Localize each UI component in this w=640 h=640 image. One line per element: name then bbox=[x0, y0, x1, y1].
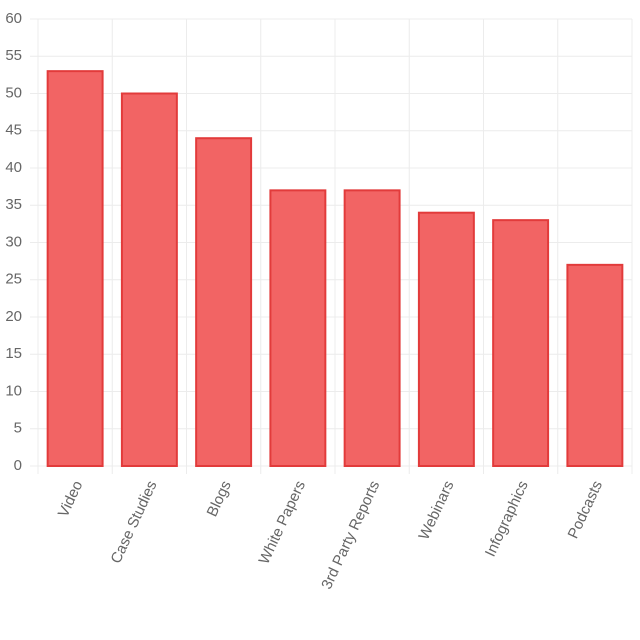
x-tick-label: Video bbox=[55, 478, 87, 520]
bar bbox=[566, 263, 624, 467]
x-tick-label: White Papers bbox=[256, 478, 309, 567]
bar bbox=[195, 137, 253, 467]
y-tick-label: 30 bbox=[5, 233, 22, 250]
y-tick-label: 10 bbox=[5, 382, 22, 399]
bar bbox=[417, 211, 475, 467]
bar bbox=[120, 92, 178, 467]
bar bbox=[46, 70, 104, 468]
y-tick-label: 40 bbox=[5, 159, 22, 176]
y-tick-label: 55 bbox=[5, 47, 22, 64]
y-tick-label: 15 bbox=[5, 345, 22, 362]
x-tick-label: 3rd Party Reports bbox=[318, 478, 383, 592]
y-tick-label: 25 bbox=[5, 271, 22, 288]
y-tick-label: 5 bbox=[14, 420, 22, 437]
y-tick-label: 60 bbox=[5, 10, 22, 27]
x-tick-label: Webinars bbox=[416, 478, 458, 542]
y-tick-label: 20 bbox=[5, 308, 22, 325]
x-tick-label: Podcasts bbox=[565, 478, 606, 541]
y-tick-label: 0 bbox=[14, 457, 22, 474]
x-tick-label: Case Studies bbox=[107, 478, 160, 566]
x-tick-label: Infographics bbox=[482, 478, 532, 559]
x-tick-label: Blogs bbox=[204, 478, 235, 519]
y-tick-label: 50 bbox=[5, 84, 22, 101]
bar bbox=[492, 219, 550, 467]
y-tick-label: 45 bbox=[5, 122, 22, 139]
bar bbox=[343, 189, 401, 467]
bar bbox=[269, 189, 327, 467]
y-tick-label: 35 bbox=[5, 196, 22, 213]
